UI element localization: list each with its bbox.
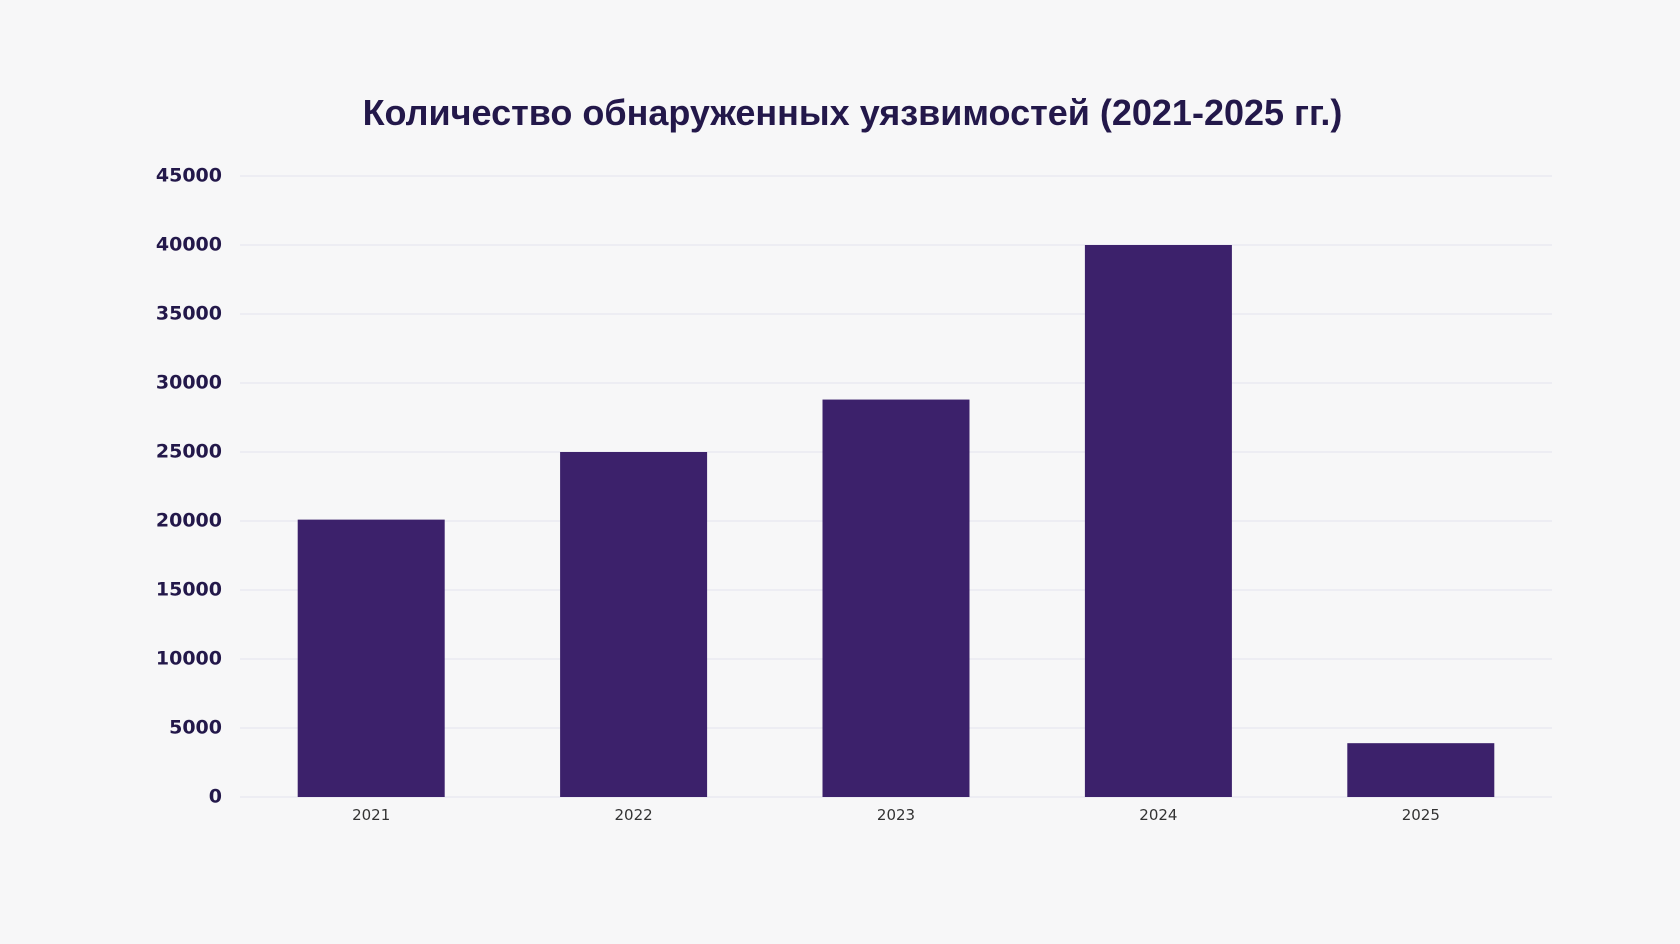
y-tick-label: 5000 <box>169 717 222 739</box>
x-tick-label: 2024 <box>1139 806 1177 824</box>
x-tick-label: 2025 <box>1402 806 1440 824</box>
y-axis-ticks: 0 5000 10000 15000 20000 25000 30000 35000 40000… <box>156 165 222 808</box>
y-tick-label: 10000 <box>156 648 222 670</box>
y-tick-label: 30000 <box>156 372 222 394</box>
x-tick-label: 2021 <box>352 806 390 824</box>
bar-2021 <box>297 519 445 797</box>
y-tick-label: 15000 <box>156 579 222 601</box>
x-tick-label: 2023 <box>877 806 915 824</box>
y-tick-label: 45000 <box>156 165 222 187</box>
x-axis-ticks: 2021 2022 2023 2024 2025 <box>352 806 1440 824</box>
bar-2022 <box>560 452 708 797</box>
y-tick-label: 35000 <box>156 303 222 325</box>
bar-2025 <box>1347 743 1495 797</box>
chart-title: Количество обнаруженных уязвимостей (202… <box>362 92 1343 133</box>
bars <box>297 245 1495 797</box>
x-tick-label: 2022 <box>615 806 653 824</box>
y-tick-label: 40000 <box>156 234 222 256</box>
bar-2024 <box>1084 245 1232 797</box>
y-tick-label: 25000 <box>156 441 222 463</box>
y-tick-label: 0 <box>209 786 222 808</box>
bar-2023 <box>822 399 970 797</box>
y-tick-label: 20000 <box>156 510 222 532</box>
